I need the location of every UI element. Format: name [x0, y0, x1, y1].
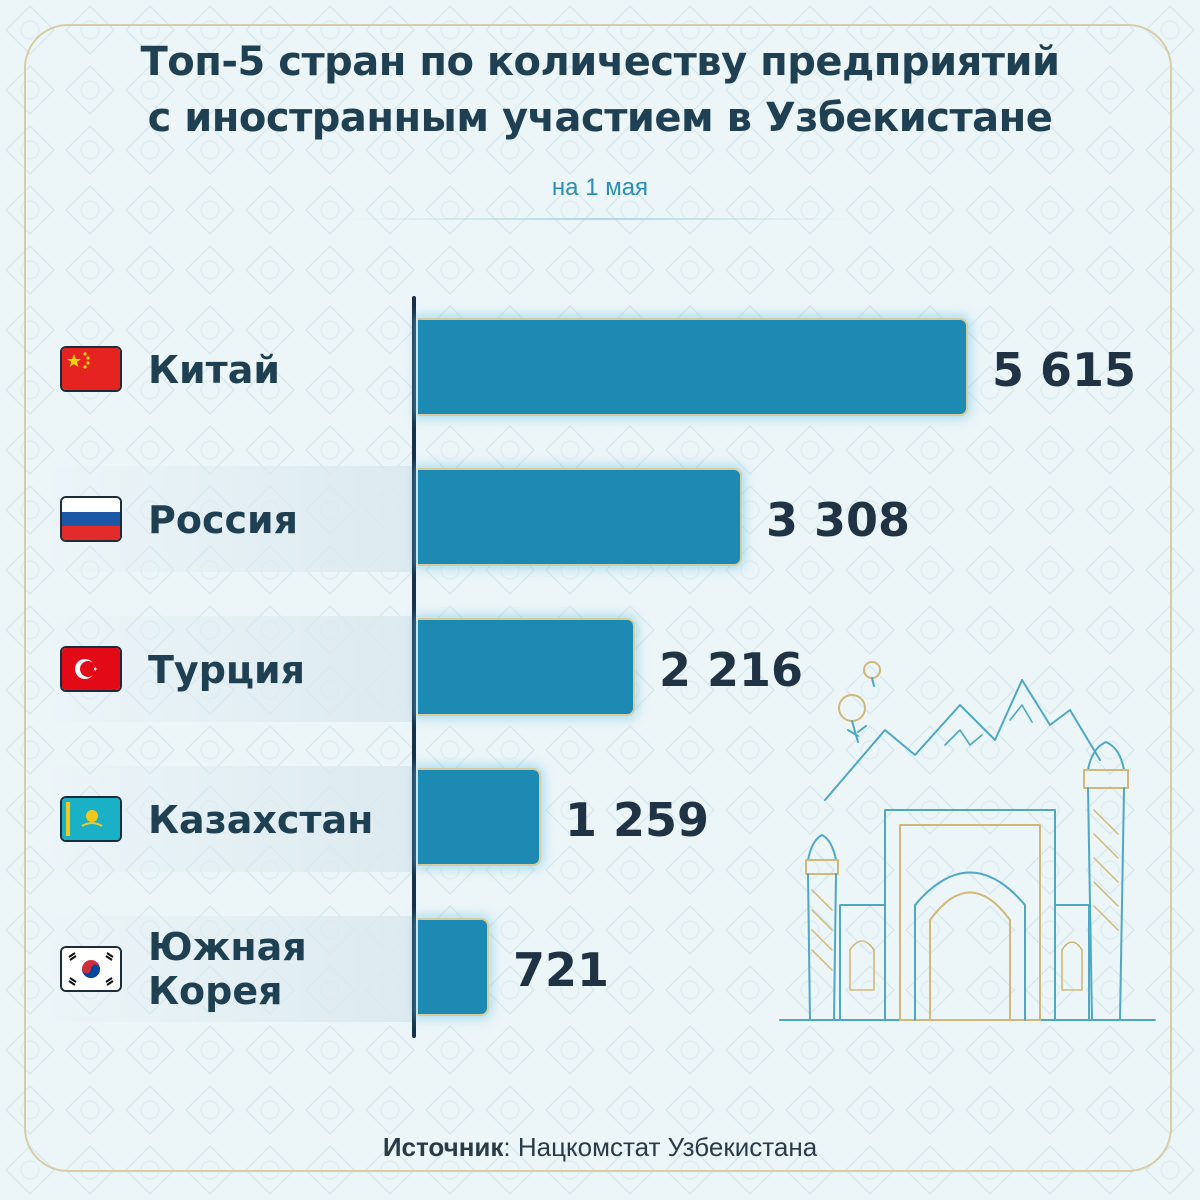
country-label-russia: Россия: [148, 498, 299, 542]
value-label-south-korea: 721: [513, 943, 610, 997]
china-flag-icon: [60, 346, 122, 392]
decorative-frame: [24, 24, 1172, 1172]
value-label-kazakhstan: 1 259: [565, 793, 710, 847]
value-label-turkey: 2 216: [659, 643, 804, 697]
country-label-south-korea: Южная Корея: [148, 925, 307, 1013]
bar-south-korea: [418, 918, 489, 1016]
south-korea-flag-icon: [60, 946, 122, 992]
title-line-1: Топ-5 стран по количеству предприятий: [140, 39, 1060, 85]
source-text: Нацкомстат Узбекистана: [517, 1132, 818, 1162]
turkey-flag-icon: [60, 646, 122, 692]
value-label-china: 5 615: [992, 343, 1137, 397]
russia-flag-icon: [60, 496, 122, 542]
country-label-china: Китай: [148, 348, 280, 392]
bar-turkey: [418, 618, 635, 716]
title-line-2: с иностранным участием в Узбекистане: [147, 95, 1053, 141]
title-divider: [350, 218, 850, 220]
country-label-kazakhstan: Казахстан: [148, 798, 374, 842]
value-label-russia: 3 308: [766, 493, 911, 547]
chart-subtitle: на 1 мая: [551, 174, 649, 201]
source-note: Источник: Нацкомстат Узбекистана: [382, 1132, 818, 1162]
bar-china: [418, 318, 968, 416]
uzbek-architecture-illustration: [779, 661, 1156, 1021]
kazakhstan-flag-icon: [60, 796, 122, 842]
chart-title: Топ-5 стран по количеству предприятий с …: [60, 34, 1140, 146]
source-label: Источник: [382, 1132, 504, 1162]
bar-kazakhstan: [418, 768, 541, 866]
country-label-turkey: Турция: [148, 648, 306, 692]
chart-axis: [412, 296, 416, 1038]
bar-russia: [418, 468, 742, 566]
